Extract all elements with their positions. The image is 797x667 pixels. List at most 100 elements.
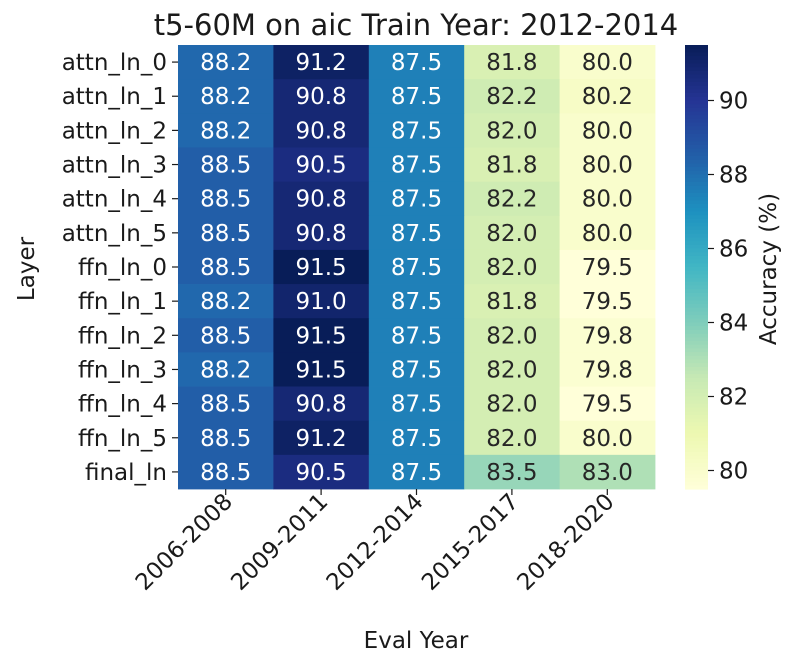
colorbar-segment — [685, 85, 708, 90]
cell-value-label: 88.2 — [200, 357, 251, 383]
heatmap-cell — [368, 249, 465, 285]
colorbar-segment — [685, 141, 708, 146]
colorbar-segment — [685, 222, 708, 227]
colorbar-segment — [685, 304, 708, 309]
heatmap-cell — [559, 79, 656, 114]
heatmap-cell — [464, 113, 560, 148]
colorbar-segment — [685, 144, 708, 150]
x-axis-label: Eval Year — [364, 628, 469, 654]
heatmap-cell — [273, 181, 370, 217]
colorbar-segment — [685, 485, 708, 490]
colorbar-segment — [685, 200, 708, 205]
colorbar-segment — [685, 378, 708, 383]
cell-value-label: 88.5 — [200, 392, 251, 418]
heatmap-cell — [368, 352, 465, 387]
cell-value-label: 83.5 — [486, 460, 537, 486]
cell-value-label: 90.8 — [295, 118, 346, 144]
colorbar-segment — [685, 48, 708, 53]
heatmap-cell — [464, 181, 560, 217]
colorbar-segment — [685, 392, 708, 398]
y-tick-label: attn_ln_0 — [62, 50, 167, 76]
colorbar-segment — [685, 189, 708, 194]
cell-value-label: 79.5 — [582, 392, 633, 418]
cell-value-label: 90.5 — [295, 153, 346, 179]
cell-value-label: 88.2 — [200, 118, 251, 144]
colorbar-segment — [685, 89, 708, 94]
colorbar-segment — [685, 215, 708, 220]
cell-value-label: 79.5 — [582, 289, 633, 315]
cell-value-label: 90.8 — [295, 221, 346, 247]
heatmap-cell — [368, 284, 465, 319]
colorbar-segment — [685, 82, 708, 87]
y-tick-label: ffn_ln_3 — [78, 357, 167, 383]
heatmap-cell — [559, 147, 656, 183]
colorbar-segment — [685, 137, 708, 142]
heatmap-cell — [464, 454, 560, 490]
colorbar-segment — [685, 389, 708, 394]
heatmap-cell — [178, 352, 274, 387]
heatmap-cell — [178, 147, 274, 183]
cell-value-label: 87.5 — [391, 392, 442, 418]
heatmap-cell — [368, 79, 465, 114]
colorbar-segment — [685, 104, 708, 109]
colorbar: 80 82 84 86 88 90 — [685, 45, 748, 490]
colorbar-segment — [685, 156, 708, 161]
colorbar-segment — [685, 470, 708, 475]
heatmap-cell — [368, 147, 465, 183]
colorbar-label: Accuracy (%) — [756, 193, 782, 345]
colorbar-segment — [685, 174, 708, 179]
colorbar-segment — [685, 270, 708, 275]
colorbar-segment — [685, 433, 708, 438]
heatmap-cell — [178, 45, 274, 80]
colorbar-segment — [685, 344, 708, 349]
heatmap-cell — [559, 113, 656, 148]
colorbar-segment — [685, 348, 708, 353]
cell-value-label: 80.0 — [582, 426, 633, 452]
heatmap-cell — [464, 45, 560, 80]
y-tick-label: ffn_ln_1 — [78, 289, 167, 315]
cell-value-label: 88.5 — [200, 460, 251, 486]
heatmap-cell — [368, 181, 465, 217]
heatmap-cell — [464, 352, 560, 387]
colorbar-segment — [685, 59, 708, 65]
y-tick-label: final_ln — [85, 460, 167, 486]
x-tick-label: 2006-2008 — [131, 489, 238, 596]
cell-value-label: 91.5 — [295, 255, 346, 281]
heatmap-cell — [464, 318, 560, 353]
cell-value-label: 83.0 — [582, 460, 633, 486]
x-tick-label: 2009-2011 — [226, 489, 333, 596]
colorbar-segment — [685, 300, 708, 305]
colorbar-segment — [685, 115, 708, 120]
colorbar-segment — [685, 278, 708, 283]
colorbar-segment — [685, 70, 708, 76]
colorbar-segment — [685, 244, 708, 250]
colorbar-segment — [685, 252, 708, 257]
colorbar-segment — [685, 285, 708, 290]
cell-value-label: 87.5 — [391, 289, 442, 315]
cell-value-label: 87.5 — [391, 221, 442, 247]
cell-value-label: 90.5 — [295, 460, 346, 486]
colorbar-segment — [685, 230, 708, 235]
cell-value-label: 90.8 — [295, 187, 346, 213]
heatmap-cell — [178, 284, 274, 319]
cell-value-label: 91.0 — [295, 289, 346, 315]
colorbar-segment — [685, 237, 708, 242]
colorbar-segment — [685, 411, 708, 416]
cell-value-label: 87.5 — [391, 50, 442, 76]
heatmap-cell — [559, 215, 656, 251]
heatmap-cell — [178, 386, 274, 422]
colorbar-segment — [685, 211, 708, 216]
colorbar-segment — [685, 381, 708, 386]
colorbar-tick-label: 88 — [719, 163, 748, 189]
heatmap-cell — [368, 386, 465, 422]
cell-value-label: 82.0 — [486, 357, 537, 383]
colorbar-segment — [685, 440, 708, 446]
colorbar-segment — [685, 326, 708, 331]
colorbar-segment — [685, 204, 708, 209]
x-axis-ticks: 2006-20082009-20112012-20142015-20172018… — [131, 489, 620, 596]
colorbar-segment — [685, 448, 708, 453]
cell-value-label: 88.5 — [200, 221, 251, 247]
colorbar-segment — [685, 415, 708, 420]
heatmap-cell — [178, 215, 274, 251]
colorbar-segment — [685, 181, 708, 187]
